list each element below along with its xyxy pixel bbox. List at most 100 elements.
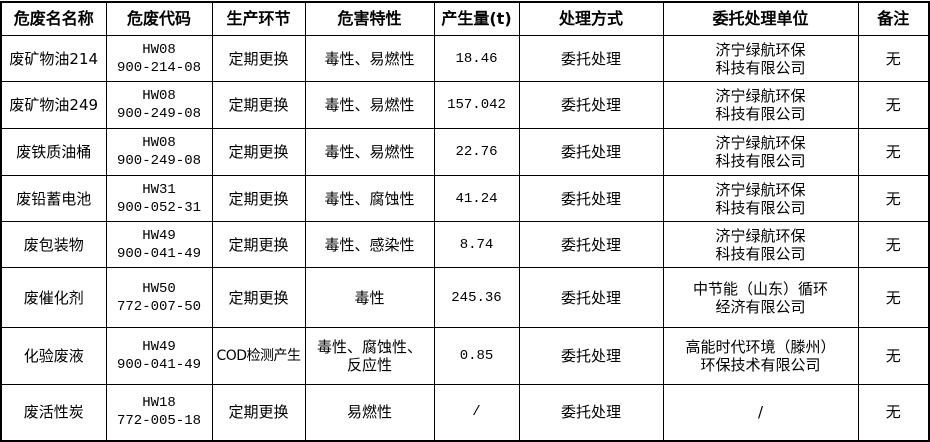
hazard-line1: 毒性、腐蚀性 bbox=[324, 189, 415, 208]
cell-code: HW50 772-007-50 bbox=[105, 267, 213, 328]
table-row: 废活性炭 HW18 772-005-18 定期更换 易燃性 / 委托处理 / 无 bbox=[0, 384, 930, 441]
cell-stage: 定期更换 bbox=[211, 81, 306, 129]
cell-method: 委托处理 bbox=[518, 81, 664, 129]
unit-line2: 科技有限公司 bbox=[715, 58, 806, 77]
cell-name: 废矿物油249 bbox=[0, 81, 107, 129]
table-row: 废矿物油214 HW08 900-214-08 定期更换 毒性、易燃性 18.46 委托处理… bbox=[0, 35, 930, 82]
header-amount: 产生量(t) bbox=[433, 1, 520, 36]
cell-hazard: 毒性、易燃性 bbox=[304, 128, 435, 176]
cell-code: HW08 900-249-08 bbox=[105, 128, 213, 176]
cell-stage: 定期更换 bbox=[211, 175, 306, 222]
code-number: 900-041-49 bbox=[116, 357, 201, 373]
unit-line1: 济宁绿航环保 bbox=[715, 87, 806, 105]
cell-amount: / bbox=[433, 384, 520, 441]
cell-amount: 0.85 bbox=[433, 327, 520, 385]
unit-line2: 环保技术有限公司 bbox=[700, 356, 821, 374]
cell-amount: 22.76 bbox=[433, 128, 520, 176]
header-code: 危废代码 bbox=[105, 1, 213, 36]
unit-line1: 济宁绿航环保 bbox=[715, 134, 806, 152]
cell-name: 废铅蓄电池 bbox=[0, 175, 107, 222]
hazard-line1: 毒性 bbox=[354, 288, 385, 307]
cell-method: 委托处理 bbox=[518, 327, 664, 385]
cell-name: 化验废液 bbox=[0, 327, 107, 385]
cell-code: HW49 900-041-49 bbox=[105, 221, 213, 268]
cell-code: HW08 900-214-08 bbox=[105, 35, 213, 82]
cell-unit: 高能时代环境（滕州） 环保技术有限公司 bbox=[662, 327, 859, 385]
header-row: 危废名名称 危废代码 生产环节 危害特性 产生量(t) 处理方式 委托处理单位 … bbox=[0, 1, 930, 36]
cell-stage: 定期更换 bbox=[211, 35, 306, 82]
header-unit: 委托处理单位 bbox=[662, 1, 859, 36]
cell-method: 委托处理 bbox=[518, 128, 664, 176]
header-hazard: 危害特性 bbox=[304, 1, 435, 36]
cell-hazard: 毒性、易燃性 bbox=[304, 35, 435, 82]
unit-line2: 科技有限公司 bbox=[715, 105, 806, 123]
cell-code: HW49 900-041-49 bbox=[105, 327, 213, 385]
code-number: 772-007-50 bbox=[116, 298, 201, 315]
cell-unit: 济宁绿航环保 科技有限公司 bbox=[662, 81, 859, 129]
code-number: 900-052-31 bbox=[116, 199, 201, 216]
hazard-line2: 反应性 bbox=[346, 356, 392, 374]
cell-stage: 定期更换 bbox=[211, 221, 306, 268]
hazard-line1: 毒性、易燃性 bbox=[324, 96, 415, 114]
cell-unit: 济宁绿航环保 科技有限公司 bbox=[662, 128, 859, 176]
cell-stage: 定期更换 bbox=[211, 267, 306, 328]
table-row: 废矿物油249 HW08 900-249-08 定期更换 毒性、易燃性 157.042 委托… bbox=[0, 81, 930, 129]
cell-note: 无 bbox=[857, 267, 930, 328]
code-class: HW08 bbox=[142, 41, 176, 58]
cell-unit: 济宁绿航环保 科技有限公司 bbox=[662, 35, 859, 82]
cell-code: HW31 900-052-31 bbox=[105, 175, 213, 222]
cell-note: 无 bbox=[857, 128, 930, 176]
table-row: 废铁质油桶 HW08 900-249-08 定期更换 毒性、易燃性 22.76 委托处理 济宁… bbox=[0, 128, 930, 176]
code-number: 900-249-08 bbox=[116, 153, 201, 169]
code-number: 900-214-08 bbox=[116, 59, 201, 76]
unit-line1: 济宁绿航环保 bbox=[715, 180, 806, 199]
cell-code: HW18 772-005-18 bbox=[105, 384, 213, 441]
cell-note: 无 bbox=[857, 384, 930, 441]
code-class: HW18 bbox=[142, 395, 176, 412]
unit-line2: 科技有限公司 bbox=[715, 244, 806, 263]
hazard-line1: 毒性、腐蚀性、 bbox=[316, 338, 422, 356]
cell-note: 无 bbox=[857, 175, 930, 222]
cell-amount: 41.24 bbox=[433, 175, 520, 222]
cell-amount: 18.46 bbox=[433, 35, 520, 82]
table-row: 化验废液 HW49 900-041-49 COD检测产生 毒性、腐蚀性、 反应性 0.85 委… bbox=[0, 327, 930, 385]
unit-line2: 经济有限公司 bbox=[715, 297, 806, 316]
cell-hazard: 毒性、易燃性 bbox=[304, 81, 435, 129]
cell-amount: 157.042 bbox=[433, 81, 520, 129]
header-name: 危废名名称 bbox=[0, 1, 107, 36]
code-number: 772-005-18 bbox=[116, 413, 201, 430]
cell-name: 废铁质油桶 bbox=[0, 128, 107, 176]
table-row: 废铅蓄电池 HW31 900-052-31 定期更换 毒性、腐蚀性 41.24 委托处理 济宁… bbox=[0, 175, 930, 222]
cell-note: 无 bbox=[857, 35, 930, 82]
unit-line1: 济宁绿航环保 bbox=[715, 226, 806, 245]
cell-hazard: 毒性 bbox=[304, 267, 435, 328]
code-class: HW49 bbox=[142, 227, 176, 244]
header-note: 备注 bbox=[857, 1, 930, 36]
unit-line2: 科技有限公司 bbox=[715, 198, 806, 217]
cell-method: 委托处理 bbox=[518, 384, 664, 441]
cell-amount: 245.36 bbox=[433, 267, 520, 328]
hazard-line1: 毒性、易燃性 bbox=[324, 143, 415, 161]
cell-name: 废活性炭 bbox=[0, 384, 107, 441]
cell-hazard: 毒性、腐蚀性、 反应性 bbox=[304, 327, 435, 385]
code-class: HW49 bbox=[142, 339, 176, 355]
cell-note: 无 bbox=[857, 81, 930, 129]
cell-name: 废包装物 bbox=[0, 221, 107, 268]
code-class: HW08 bbox=[142, 88, 176, 104]
cell-method: 委托处理 bbox=[518, 267, 664, 328]
cell-unit: 济宁绿航环保 科技有限公司 bbox=[662, 221, 859, 268]
cell-method: 委托处理 bbox=[518, 35, 664, 82]
hazard-line1: 易燃性 bbox=[346, 403, 392, 422]
cell-name: 废矿物油214 bbox=[0, 35, 107, 82]
table-row: 废包装物 HW49 900-041-49 定期更换 毒性、感染性 8.74 委托处理 济宁绿航… bbox=[0, 221, 930, 268]
unit-line1: 高能时代环境（滕州） bbox=[685, 338, 836, 356]
hazard-line1: 毒性、感染性 bbox=[324, 235, 415, 254]
unit-line1: 中节能（山东）循环 bbox=[692, 279, 828, 298]
cell-amount: 8.74 bbox=[433, 221, 520, 268]
cell-method: 委托处理 bbox=[518, 221, 664, 268]
code-class: HW31 bbox=[142, 181, 176, 198]
unit-line1: / bbox=[757, 403, 764, 422]
cell-note: 无 bbox=[857, 327, 930, 385]
cell-hazard: 易燃性 bbox=[304, 384, 435, 441]
unit-line2: 科技有限公司 bbox=[715, 152, 806, 170]
